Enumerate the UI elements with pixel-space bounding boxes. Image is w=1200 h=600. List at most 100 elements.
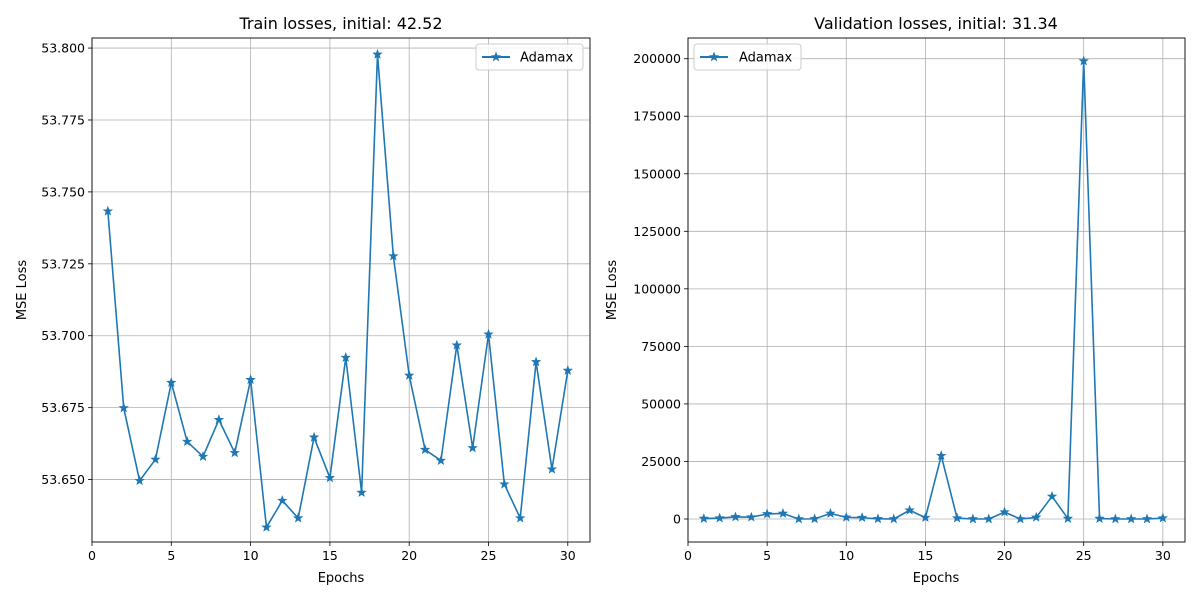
data-point: [841, 511, 852, 522]
train-loss-chart: Train losses, initial: 42.52 0 5 10 15 20 25 3…: [15, 14, 591, 586]
grid: [91, 38, 590, 542]
y-axis-label: MSE Loss: [15, 260, 30, 321]
chart-title: Validation losses, initial: 31.34: [814, 14, 1058, 33]
data-point: [277, 495, 288, 505]
x-tick-label: 5: [763, 548, 771, 563]
data-point: [356, 487, 367, 497]
data-point: [999, 506, 1010, 517]
data-point: [777, 508, 789, 518]
data-point: [1015, 513, 1026, 524]
y-tick-label: 53.650: [41, 472, 85, 487]
data-point: [951, 512, 963, 523]
data-point: [499, 478, 510, 489]
series-markers: [698, 55, 1169, 524]
data-point: [825, 508, 836, 518]
data-point: [292, 512, 304, 523]
plot-frame: [91, 37, 591, 543]
y-axis-ticks: 53.650 53.675 53.700 53.725 53.750 53.775 53.8…: [41, 41, 92, 487]
data-point: [435, 455, 447, 466]
y-axis-label: MSE Loss: [605, 260, 620, 321]
data-point: [451, 339, 462, 350]
data-point: [1078, 55, 1089, 66]
grid: [687, 38, 1185, 542]
data-point: [404, 369, 415, 380]
x-tick-label: 10: [838, 548, 854, 563]
plot-frame: [687, 37, 1186, 543]
data-point: [714, 512, 725, 523]
y-tick-label: 53.700: [41, 328, 85, 343]
x-tick-label: 5: [167, 548, 175, 563]
x-tick-label: 30: [1155, 548, 1171, 563]
data-point: [515, 512, 526, 523]
legend: Adamax: [693, 43, 802, 71]
data-point: [562, 365, 573, 375]
data-point: [1031, 511, 1042, 522]
data-point: [1062, 513, 1074, 523]
y-tick-label: 53.775: [41, 112, 85, 127]
data-point: [1125, 513, 1137, 524]
series-line-adamax: [703, 60, 1163, 520]
legend-label: Adamax: [520, 51, 574, 66]
data-point: [936, 450, 947, 461]
series-line: [107, 53, 569, 529]
chart-title: Train losses, initial: 42.52: [238, 14, 442, 33]
series-markers: [102, 48, 573, 532]
y-tick-label: 75000: [641, 339, 681, 354]
data-point: [872, 513, 884, 524]
series-line-adamax: [107, 53, 569, 529]
y-tick-label: 200000: [633, 51, 681, 66]
data-point: [308, 431, 320, 442]
data-point: [888, 513, 899, 524]
y-axis-ticks: 0 25000 50000 75000 100000 125000 150000 175000…: [633, 51, 688, 526]
data-point: [419, 444, 431, 455]
y-tick-label: 53.675: [41, 400, 85, 415]
legend-star-icon: [708, 51, 720, 62]
data-point: [467, 442, 478, 453]
y-tick-label: 100000: [633, 281, 681, 296]
data-point: [1110, 513, 1121, 524]
legend-box: [475, 43, 584, 71]
data-point: [166, 377, 177, 388]
data-point: [213, 414, 225, 425]
y-tick-label: 53.750: [41, 184, 85, 199]
data-point: [1157, 512, 1169, 523]
data-point: [904, 504, 915, 515]
x-tick-label: 30: [560, 548, 576, 563]
legend-label: Adamax: [739, 51, 793, 66]
data-point: [245, 374, 256, 385]
data-point: [967, 513, 979, 524]
data-point: [118, 402, 129, 413]
x-tick-label: 25: [1076, 548, 1092, 563]
y-tick-label: 150000: [633, 166, 681, 181]
data-point: [530, 356, 542, 367]
data-point: [983, 513, 994, 524]
x-axis-ticks: 0 5 10 15 20 25 30: [684, 542, 1171, 563]
data-point: [1094, 513, 1105, 523]
data-point: [261, 521, 272, 532]
data-point: [761, 508, 773, 519]
x-axis-label: Epochs: [913, 571, 960, 586]
x-tick-label: 20: [401, 548, 417, 563]
y-tick-label: 25000: [641, 454, 681, 469]
data-point: [793, 513, 804, 524]
legend: Adamax: [475, 43, 584, 71]
x-tick-label: 20: [997, 548, 1013, 563]
x-tick-label: 10: [243, 548, 259, 563]
y-tick-label: 50000: [641, 396, 681, 411]
data-point: [809, 513, 820, 524]
y-tick-label: 175000: [633, 109, 681, 124]
x-tick-label: 0: [88, 548, 96, 563]
data-point: [340, 352, 351, 363]
y-tick-label: 53.800: [41, 41, 85, 56]
data-point: [134, 475, 145, 486]
data-point: [546, 463, 558, 474]
data-point: [730, 511, 741, 522]
data-point: [1141, 513, 1153, 524]
data-point: [746, 511, 757, 522]
y-tick-label: 53.725: [41, 256, 85, 271]
legend-star-icon: [490, 51, 502, 62]
validation-loss-chart: Validation losses, initial: 31.34 0 5 10 15…: [605, 14, 1186, 586]
data-point: [1046, 490, 1058, 501]
x-tick-label: 0: [684, 548, 692, 563]
